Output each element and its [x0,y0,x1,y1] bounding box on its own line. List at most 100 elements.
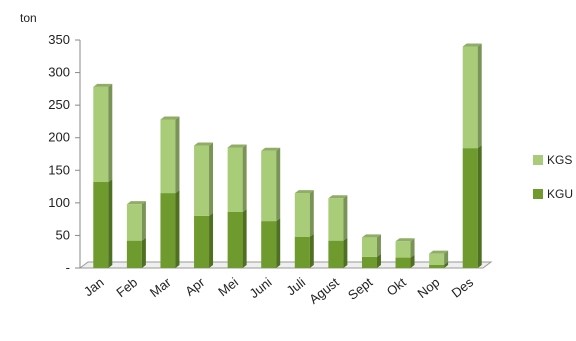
bar-kgs-okt-front [395,241,411,258]
bar-kgu-sept [361,253,381,268]
bar-kgs-feb [126,201,146,241]
x-tick-label-mar: Mar [147,274,174,300]
bar-kgs-agust-side [343,195,348,241]
legend-swatch-kgs [533,155,543,165]
bar-kgu-feb [126,237,146,268]
bar-kgs-juli [294,190,314,237]
x-tick-label-apr: Apr [182,274,208,299]
bar-kgs-okt [395,238,415,258]
bar-kgs-des-top [462,43,482,47]
bar-kgs-agust-front [328,198,344,241]
bar-kgs-jan [93,83,113,183]
bar-kgs-apr-top [194,142,214,146]
bar-stack-juni [261,147,281,268]
bar-kgs-feb-side [141,201,146,241]
bar-stack-des [462,43,482,268]
bar-stack-jan [93,83,113,268]
bar-kgs-mei [227,144,247,212]
x-tick-label-juli: Juli [284,274,309,298]
bar-kgu-des-front [462,148,478,268]
bar-kgu-okt-front [395,257,411,268]
chart-floor [78,261,493,269]
bar-kgs-apr [194,142,214,216]
bar-stack-juli [294,190,314,268]
bar-kgs-jan-side [108,83,113,183]
bar-kgs-okt-top [395,238,415,242]
bar-stack-sept [361,234,381,268]
legend-label-kgu: KGU [547,187,573,201]
x-tick-label-feb: Feb [113,275,140,301]
bar-kgu-juni-front [261,221,277,268]
bar-kgs-juni-front [261,150,277,222]
bar-kgs-juli-top [294,190,314,194]
x-tick-label-juni: Juni [247,274,275,301]
legend: KGS KGU [533,153,573,201]
bar-kgu-jan-front [93,182,109,268]
y-tick-label: 350 [48,32,70,47]
bar-kgu-jan-side [108,179,113,268]
bar-kgs-des-front [462,46,478,149]
bar-kgu-agust-side [343,237,348,268]
bar-kgu-okt [395,254,415,268]
bar-kgs-juni-top [261,147,281,151]
bar-kgs-sept-front [361,237,377,257]
bar-kgs-feb-front [126,204,142,241]
bar-kgs-nop-front [429,253,445,265]
bar-kgu-juli [294,233,314,268]
bar-kgu-mei [227,208,247,268]
x-tick-label-sept: Sept [345,274,376,303]
bar-kgs-des [462,43,482,149]
y-tick-label: 100 [48,195,70,210]
x-tick-label-des: Des [449,274,477,300]
bars-layer [93,43,482,268]
y-tick-label: 250 [48,97,70,112]
axis-layer: - 50 100 150 200 250 300 350 [48,32,493,275]
bar-kgs-juli-side [309,190,314,237]
bar-kgu-feb-front [126,240,142,268]
bar-kgu-jan [93,179,113,268]
x-tick-label-okt: Okt [384,274,409,299]
bar-stack-nop [429,250,449,268]
y-axis-unit-label: ton [20,11,37,25]
bar-kgs-juli-front [294,193,310,237]
bar-kgu-juli-front [294,236,310,268]
bar-stack-agust [328,195,348,268]
bar-kgs-jan-top [93,83,113,87]
bar-kgs-mar [160,116,180,194]
bar-stack-mar [160,116,180,268]
bar-kgs-agust [328,195,348,241]
y-tick-label: 300 [48,65,70,80]
bar-kgs-mar-top [160,116,180,120]
bar-kgu-nop [429,261,449,268]
y-tick-label: 150 [48,162,70,177]
y-tick-label: - [66,260,70,275]
bar-kgs-agust-top [328,195,348,199]
bar-kgs-juni-side [276,147,281,222]
bar-kgu-mei-side [242,208,247,268]
bar-kgu-des [462,145,482,268]
bar-kgu-mar [160,190,180,268]
bar-kgu-nop-side [444,261,449,268]
bar-kgs-apr-side [209,142,214,216]
bar-kgs-apr-front [194,145,210,216]
y-tick-label: 50 [56,227,70,242]
bar-kgs-sept-top [361,234,381,238]
bar-kgs-mei-front [227,147,243,212]
x-tick-label-jan: Jan [81,275,107,300]
legend-item-kgs: KGS [533,153,572,167]
legend-swatch-kgu [533,189,543,199]
bar-kgu-sept-side [376,253,381,268]
bar-kgs-jan-front [93,86,109,183]
y-tick-label: 200 [48,130,70,145]
bar-kgs-mei-side [242,144,247,212]
bar-kgu-apr-front [194,215,210,268]
bar-kgs-sept [361,234,381,257]
bar-kgu-des-side [477,145,482,268]
bar-kgs-nop [429,250,449,265]
x-tick-label-agust: Agust [306,274,342,307]
bar-kgs-juni [261,147,281,222]
bar-stack-apr [194,142,214,268]
